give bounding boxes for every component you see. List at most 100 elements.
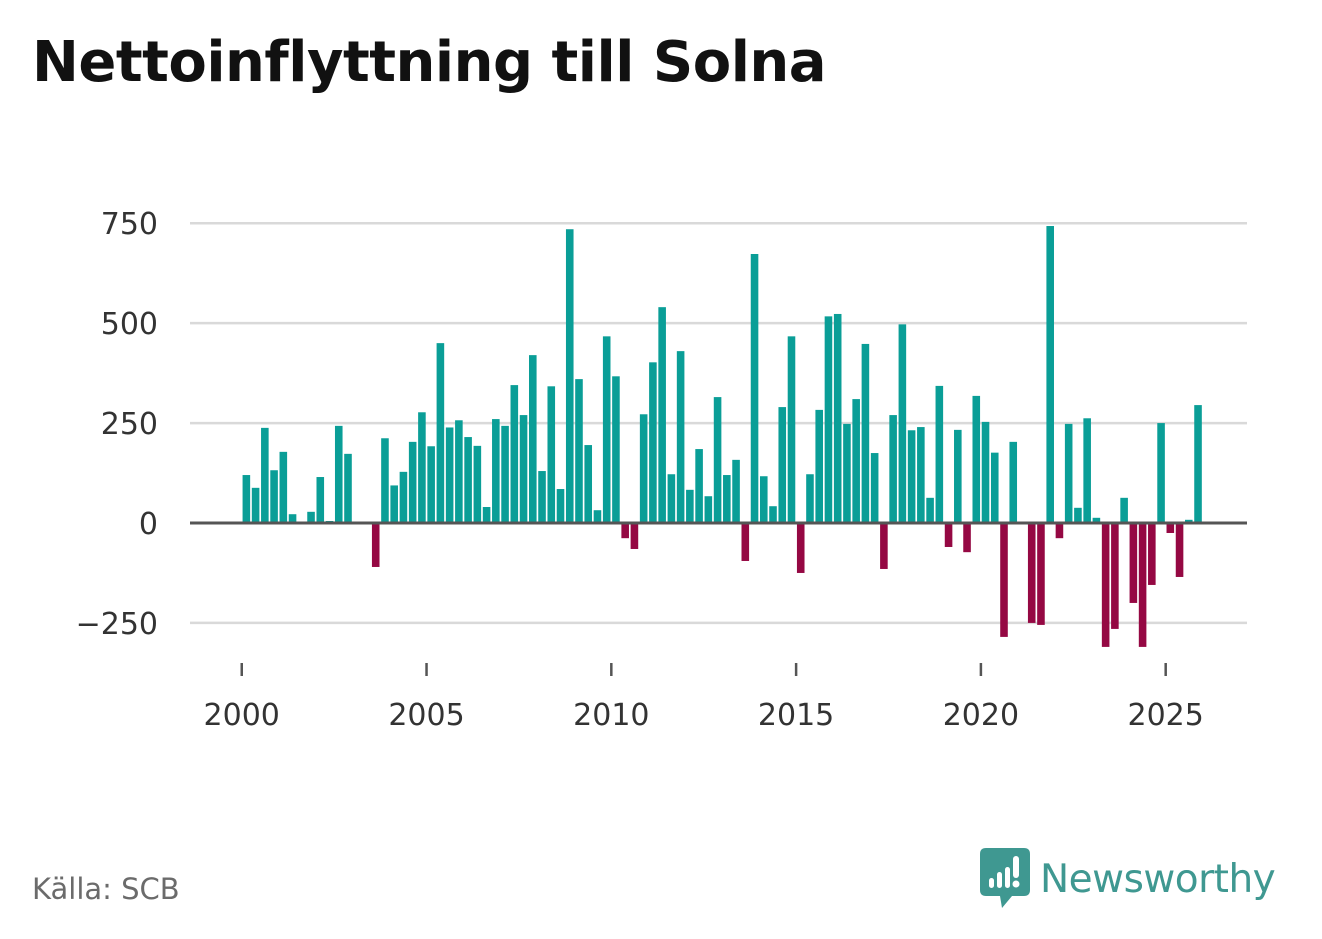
bar — [1166, 523, 1175, 533]
newsworthy-logo-icon — [980, 848, 1030, 908]
bar — [1074, 507, 1082, 523]
bar — [307, 511, 315, 523]
bar — [1148, 523, 1156, 585]
bar — [371, 523, 380, 567]
x-tick-label: 2025 — [1128, 698, 1204, 733]
bar — [344, 453, 352, 523]
bar — [667, 474, 676, 523]
y-tick-label: 750 — [101, 207, 158, 242]
bar — [843, 423, 851, 523]
bar — [1055, 523, 1064, 539]
bar — [870, 453, 879, 523]
bar — [806, 474, 814, 523]
bar — [1111, 523, 1119, 629]
bar — [796, 523, 805, 573]
bar — [750, 254, 759, 523]
bar — [242, 475, 251, 523]
bar — [1037, 523, 1045, 625]
bar — [630, 523, 639, 549]
bar — [1175, 523, 1184, 577]
bar — [759, 476, 768, 523]
bar — [612, 376, 620, 523]
bar — [981, 421, 990, 523]
bar — [898, 324, 907, 523]
bar — [602, 336, 611, 523]
bar — [695, 449, 703, 523]
bar — [1009, 441, 1018, 523]
bar — [565, 229, 574, 523]
bar — [482, 507, 491, 523]
y-axis-tick-labels: 750 500 250 0 −250 — [76, 207, 158, 642]
bar — [584, 445, 593, 523]
bar — [833, 313, 842, 523]
bar — [861, 343, 870, 523]
brand-name: Newsworthy — [1040, 856, 1276, 902]
bar — [399, 471, 408, 523]
bar — [408, 441, 417, 523]
bar — [1138, 523, 1147, 647]
bar — [547, 386, 556, 523]
bar — [261, 427, 269, 523]
bar — [1101, 523, 1110, 647]
bars — [242, 226, 1202, 647]
bar — [889, 415, 897, 523]
bar — [427, 446, 435, 523]
bar — [639, 414, 648, 523]
bar — [270, 470, 278, 523]
bar — [418, 412, 426, 523]
bar — [787, 336, 796, 523]
bar — [445, 427, 454, 523]
bar — [1092, 517, 1101, 523]
bar — [778, 407, 787, 523]
bar — [732, 459, 740, 523]
bar — [649, 362, 657, 523]
bar — [713, 397, 722, 523]
bar — [288, 514, 297, 523]
bar — [575, 379, 583, 523]
bar — [1185, 519, 1193, 523]
bar — [723, 475, 731, 523]
bar — [990, 452, 999, 523]
bar — [741, 523, 750, 561]
bar — [907, 430, 916, 523]
bar — [1194, 405, 1202, 523]
x-tick-label: 2015 — [758, 698, 834, 733]
chart-title: Nettoinflyttning till Solna — [32, 30, 827, 95]
bar — [1000, 523, 1008, 637]
bar — [316, 477, 325, 523]
bar — [926, 497, 934, 523]
y-tick-label: 250 — [101, 407, 158, 442]
bar — [251, 487, 260, 523]
x-tick-label: 2000 — [204, 698, 280, 733]
source-label: Källa: SCB — [32, 872, 180, 906]
bar — [510, 385, 519, 523]
y-tick-label: 500 — [101, 307, 158, 342]
bar — [1120, 497, 1128, 523]
bar — [1129, 523, 1138, 603]
bar — [676, 351, 685, 523]
bar — [769, 506, 777, 523]
brand-logo: Newsworthy — [980, 848, 1276, 910]
bar — [1157, 423, 1165, 523]
x-tick-label: 2020 — [943, 698, 1019, 733]
bar — [852, 399, 860, 523]
bar — [492, 419, 500, 523]
bar — [455, 420, 463, 523]
bar — [824, 316, 833, 523]
bar — [917, 427, 925, 523]
bar — [1064, 423, 1073, 523]
y-tick-label: 0 — [139, 507, 158, 542]
bar — [935, 385, 944, 523]
bar — [972, 395, 981, 523]
bar — [658, 307, 666, 523]
y-tick-label: −250 — [76, 607, 158, 642]
bar-chart: 750 500 250 0 −250 2000 2005 2010 2015 2020 2025 — [76, 207, 1247, 733]
bar — [529, 355, 537, 523]
bar — [954, 429, 962, 523]
bar — [963, 523, 971, 553]
bar — [390, 485, 398, 523]
bar — [464, 437, 472, 523]
bar — [1046, 226, 1054, 523]
bar — [279, 451, 288, 523]
bar — [381, 438, 389, 523]
